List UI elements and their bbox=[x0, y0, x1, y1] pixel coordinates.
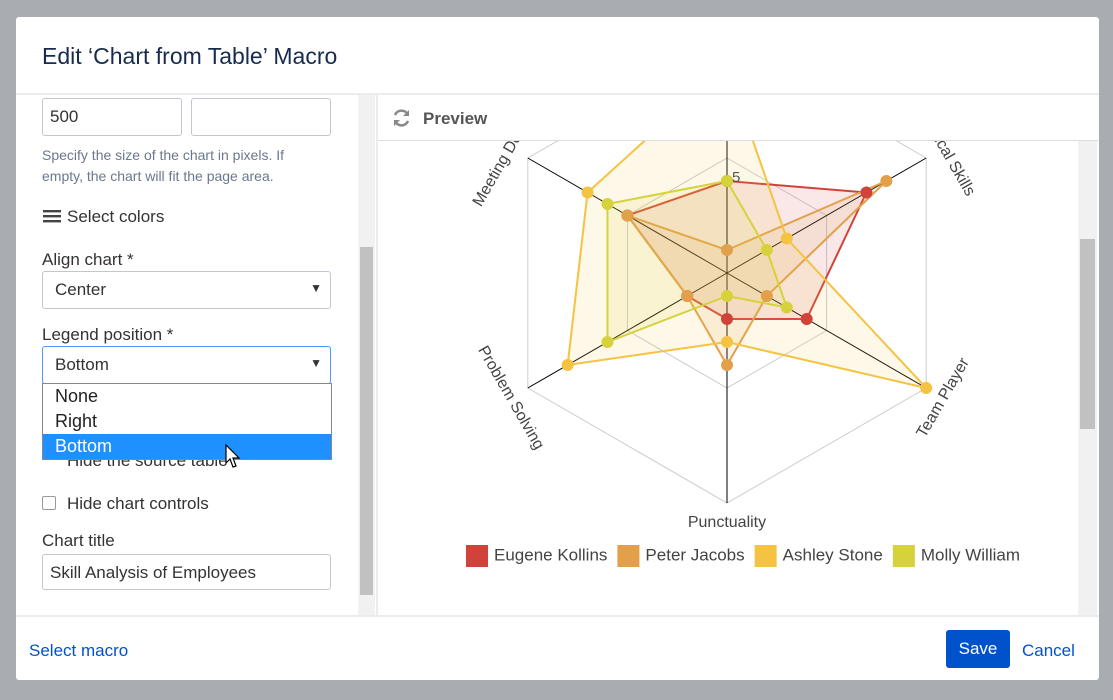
legend-swatch bbox=[892, 545, 915, 567]
chart: 5 Technical Skills Team Player Punctuality P… bbox=[466, 141, 1020, 567]
height-input[interactable] bbox=[191, 98, 331, 136]
scroll-thumb[interactable] bbox=[1080, 239, 1095, 429]
data-point bbox=[920, 382, 933, 394]
data-point bbox=[581, 186, 594, 199]
data-point bbox=[621, 209, 634, 222]
data-point bbox=[721, 175, 733, 187]
dropdown-option[interactable]: Right bbox=[55, 411, 98, 431]
menu-icon bbox=[43, 210, 61, 223]
data-point bbox=[880, 175, 893, 187]
data-point bbox=[721, 290, 733, 302]
select-macro-link[interactable]: Select macro bbox=[29, 641, 129, 660]
legend-value: Bottom bbox=[55, 355, 109, 374]
chart-title-label: Chart title bbox=[42, 531, 115, 550]
data-point bbox=[860, 186, 873, 199]
chart-title-input[interactable]: Skill Analysis of Employees bbox=[42, 554, 331, 590]
cancel-link[interactable]: Cancel bbox=[1022, 641, 1075, 660]
data-point bbox=[601, 336, 614, 348]
dialog: Edit ‘Chart from Table’ Macro 500 Specif… bbox=[16, 17, 1099, 680]
select-colors[interactable]: Select colors bbox=[67, 207, 165, 226]
axis-spoke bbox=[726, 272, 927, 389]
legend-label: Eugene Kollins bbox=[494, 545, 607, 564]
width-input[interactable]: 500 bbox=[42, 98, 182, 136]
align-label: Align chart * bbox=[42, 250, 134, 269]
data-point bbox=[721, 244, 733, 256]
dialog-title: Edit ‘Chart from Table’ Macro bbox=[42, 43, 338, 69]
align-select[interactable]: Center ▼ bbox=[42, 271, 331, 309]
align-value: Center bbox=[55, 280, 107, 299]
legend-label: Molly William bbox=[921, 545, 1020, 564]
legend-label: Peter Jacobs bbox=[645, 545, 744, 564]
axis-label: Technical Skills bbox=[909, 141, 978, 199]
legend-label: Legend position * bbox=[42, 325, 174, 344]
left-scrollbar[interactable] bbox=[358, 95, 375, 615]
scroll-thumb[interactable] bbox=[360, 247, 373, 595]
data-point bbox=[721, 336, 733, 348]
data-point bbox=[780, 232, 793, 245]
right-scrollbar[interactable] bbox=[1078, 141, 1097, 615]
chart-area: 5 Technical Skills Team Player Punctuality P… bbox=[378, 141, 1078, 615]
refresh-icon[interactable] bbox=[391, 107, 413, 129]
dropdown-list: None Right Bottom bbox=[42, 383, 332, 460]
data-point bbox=[760, 244, 773, 256]
axis-spoke bbox=[527, 272, 728, 389]
data-point bbox=[601, 198, 614, 210]
size-help: Specify the size of the chart in pixels.… bbox=[42, 147, 285, 184]
data-point bbox=[760, 290, 773, 302]
header-divider bbox=[16, 93, 1099, 95]
legend-label: Ashley Stone bbox=[783, 545, 883, 564]
axis-label: Punctuality bbox=[688, 514, 766, 531]
hide-controls[interactable]: Hide chart controls bbox=[67, 494, 209, 513]
axis-label: Problem Solving bbox=[474, 343, 547, 452]
data-point bbox=[561, 359, 574, 371]
cursor bbox=[225, 444, 241, 468]
legend-swatch bbox=[617, 545, 640, 567]
axis-label: Team Player bbox=[914, 355, 974, 441]
data-point bbox=[780, 301, 793, 314]
dropdown-option[interactable]: None bbox=[55, 386, 99, 406]
divider bbox=[376, 95, 378, 615]
legend-swatch bbox=[754, 545, 777, 567]
checkbox[interactable] bbox=[42, 496, 56, 510]
data-point bbox=[721, 313, 733, 325]
preview-label: Preview bbox=[423, 109, 488, 128]
r-tick-label: 5 bbox=[732, 169, 740, 186]
save-button[interactable]: Save bbox=[946, 630, 1010, 668]
preview-divider bbox=[378, 140, 1099, 141]
legend-swatch bbox=[466, 545, 488, 567]
data-point bbox=[721, 359, 733, 371]
axis-spoke bbox=[726, 157, 927, 274]
footer-divider bbox=[16, 615, 1099, 617]
data-point bbox=[800, 313, 813, 325]
dropdown-option[interactable]: Bottom bbox=[43, 434, 331, 459]
legend-select[interactable]: Bottom ▼ bbox=[42, 346, 331, 384]
data-point bbox=[681, 290, 694, 302]
